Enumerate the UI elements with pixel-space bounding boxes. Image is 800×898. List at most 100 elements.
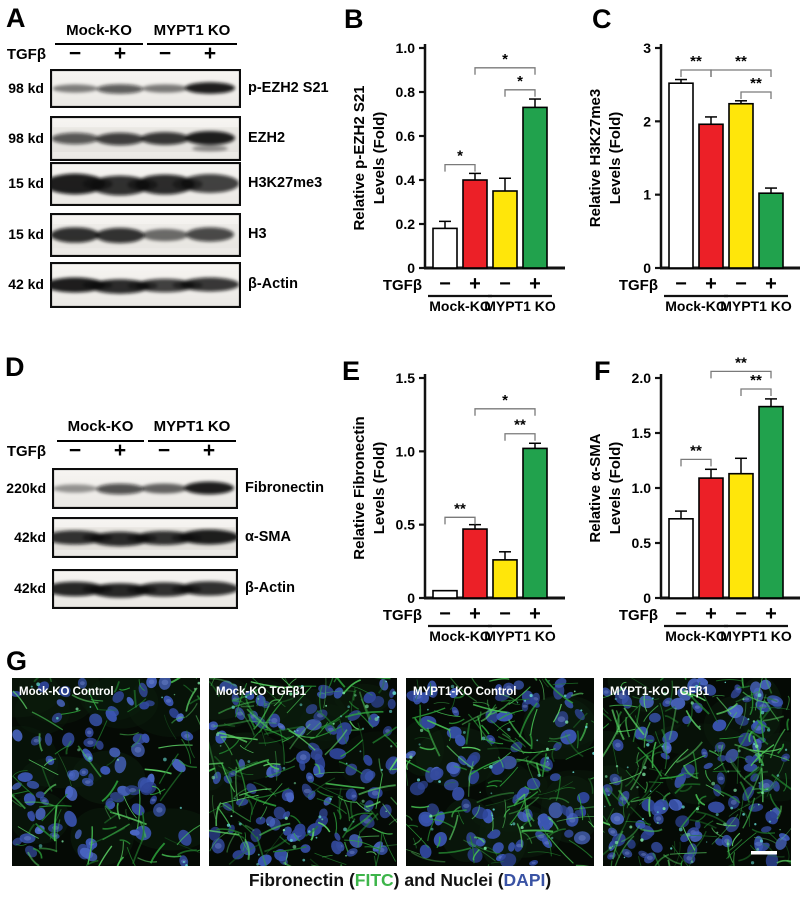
bar-c-2 — [698, 123, 724, 269]
fibronectin-fiber-fitc — [178, 759, 197, 769]
fitc-speck — [345, 854, 347, 857]
fitc-speck — [36, 682, 40, 687]
fibronectin-fiber-fitc — [759, 707, 765, 743]
nucleus-dapi — [294, 726, 306, 737]
fibronectin-fiber-fitc — [257, 723, 266, 746]
fibronectin-fiber-fitc — [514, 737, 526, 748]
nucleus-dapi — [574, 708, 585, 721]
fibronectin-fiber-fitc — [390, 796, 397, 806]
nucleus-core — [85, 780, 91, 784]
nucleus-dapi — [446, 761, 460, 775]
nucleus-core — [604, 690, 609, 694]
fitc-speck — [537, 773, 541, 777]
fibronectin-fiber-fitc — [104, 806, 112, 820]
fibronectin-fiber-fitc — [223, 760, 258, 775]
fitc-speck — [491, 814, 493, 817]
fibronectin-fiber-fitc — [615, 813, 631, 840]
fibronectin-fiber-fitc — [378, 758, 384, 775]
nucleus-dapi — [83, 737, 98, 748]
fibronectin-fiber-fitc — [43, 758, 57, 767]
nucleus-dapi — [574, 810, 584, 817]
fibronectin-fiber-fitc — [306, 777, 336, 798]
fibronectin-fiber-fitc — [60, 709, 81, 715]
fitc-speck — [352, 820, 355, 823]
tgfb-sign: + — [113, 439, 127, 462]
fibronectin-fiber-fitc — [336, 678, 346, 688]
fibronectin-fiber-fitc — [571, 692, 584, 697]
fibronectin-fiber-fitc — [491, 861, 504, 864]
fibronectin-fiber-fitc — [766, 853, 785, 858]
fibronectin-fiber-fitc — [682, 755, 706, 767]
fibronectin-fiber-fitc — [469, 759, 500, 776]
nucleus-dapi — [310, 748, 323, 761]
fitc-speck — [529, 693, 533, 698]
fibronectin-fiber-fitc — [671, 844, 689, 866]
fitc-speck — [244, 695, 248, 699]
fitc-speck — [752, 720, 756, 723]
fibronectin-fiber-fitc — [523, 794, 532, 827]
bar-f-4 — [758, 405, 784, 599]
fitc-speck — [390, 745, 393, 748]
nucleus-dapi — [382, 726, 393, 737]
fibronectin-fiber-fitc — [520, 831, 533, 844]
fibronectin-fiber-fitc — [49, 678, 53, 683]
nucleus-dapi — [662, 697, 673, 707]
fibronectin-fiber-fitc — [668, 707, 677, 741]
fibronectin-fiber-fitc — [476, 791, 515, 804]
fibronectin-fiber-fitc — [453, 765, 468, 771]
significance-asterisk: ** — [690, 442, 702, 459]
y-tick-label: 0.5 — [632, 535, 652, 551]
fitc-speck — [747, 718, 750, 721]
blot-fibronectin — [52, 468, 238, 509]
fitc-speck — [670, 847, 673, 850]
fibronectin-fiber-fitc — [630, 796, 651, 803]
fibronectin-fiber-fitc — [325, 787, 351, 790]
fibronectin-fiber-fitc — [253, 781, 277, 797]
fibronectin-fiber-fitc — [250, 681, 290, 689]
fibronectin-fiber-fitc — [406, 848, 421, 855]
fibronectin-fiber-fitc — [744, 784, 778, 807]
fitc-speck — [629, 825, 633, 829]
blot-band — [180, 174, 240, 193]
fibronectin-fiber-fitc — [611, 742, 619, 775]
blot-bands — [51, 131, 235, 152]
fitc-speck — [419, 728, 424, 733]
significance-asterisk: * — [457, 148, 463, 165]
fibronectin-fiber-fitc — [309, 725, 342, 740]
nucleus-dapi — [169, 708, 179, 719]
fibronectin-fiber-fitc — [752, 770, 768, 781]
fibronectin-fiber-fitc — [726, 832, 757, 859]
nucleus-dapi — [573, 831, 591, 845]
nucleus-dapi — [521, 700, 529, 712]
tgfb-sign: + — [469, 603, 481, 625]
fibronectin-fiber-fitc — [603, 842, 618, 856]
nucleus-core — [33, 738, 39, 743]
nucleus-core — [279, 725, 284, 728]
fibronectin-fiber-fitc — [338, 761, 363, 775]
fibronectin-fiber-fitc — [286, 728, 316, 751]
fibronectin-fiber-fitc — [648, 781, 664, 784]
group-label: MYPT1 KO — [484, 628, 556, 644]
fibronectin-fiber-fitc — [664, 748, 689, 776]
fibronectin-fiber-fitc — [209, 762, 224, 765]
fibronectin-fiber-fitc — [552, 682, 579, 686]
fibronectin-fiber-fitc — [749, 691, 754, 716]
bar-e-1 — [432, 589, 458, 599]
significance-asterisk: ** — [735, 354, 747, 371]
nucleus-dapi — [296, 750, 311, 764]
fitc-speck — [549, 818, 551, 821]
nucleus-core — [177, 716, 183, 720]
nucleus-dapi — [105, 797, 113, 807]
nucleus-dapi — [144, 700, 155, 707]
blot-band — [140, 132, 190, 145]
fitc-speck — [282, 766, 286, 770]
fitc-speck — [430, 827, 434, 831]
fibronectin-fiber-fitc — [272, 845, 307, 853]
fibronectin-fiber-fitc — [15, 843, 27, 846]
fitc-speck — [266, 823, 269, 826]
fibronectin-fiber-fitc — [503, 808, 511, 818]
fibronectin-fiber-fitc — [471, 678, 481, 689]
fibronectin-fiber-fitc — [138, 679, 145, 691]
fibronectin-fiber-fitc — [342, 679, 362, 695]
panel-label-g: G — [6, 646, 28, 676]
